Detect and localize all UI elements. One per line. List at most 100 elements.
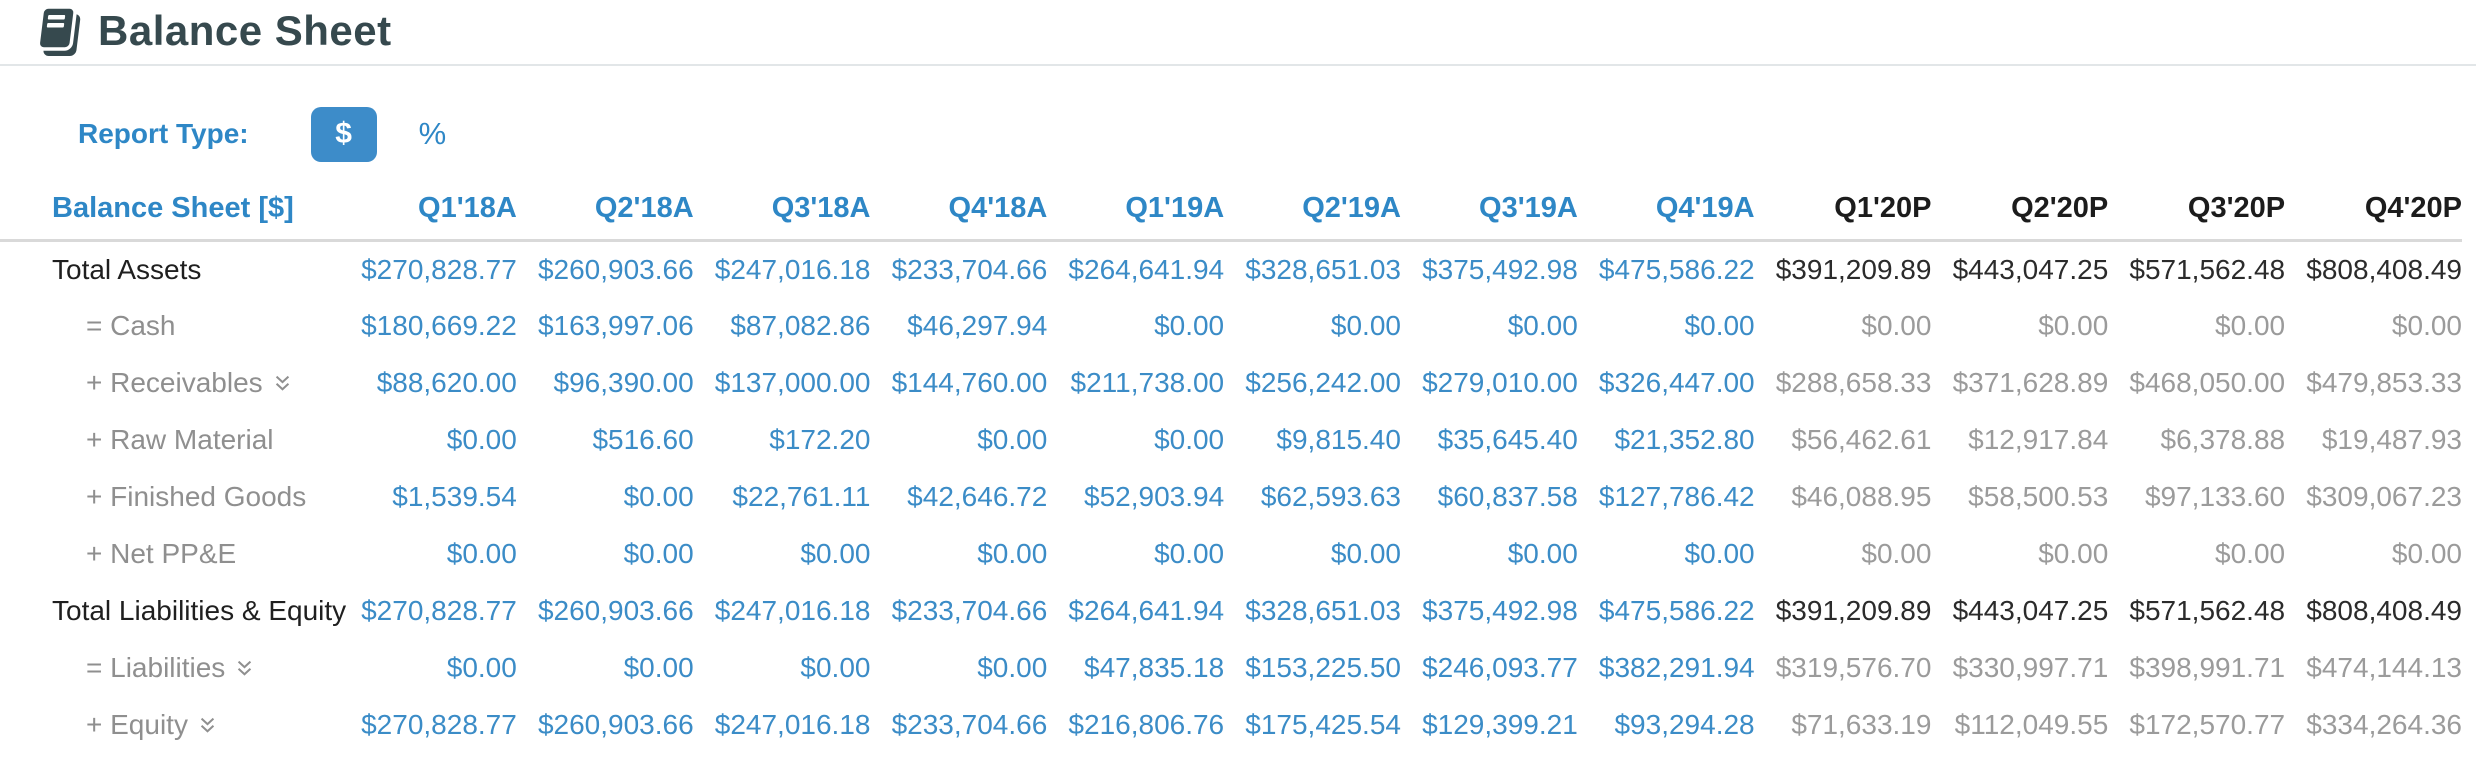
- row-label: = Cash: [86, 310, 176, 341]
- cell-value: $0.00: [1154, 538, 1225, 569]
- cell-value: $93,294.28: [1614, 709, 1755, 740]
- cell-value: $46,297.94: [907, 310, 1048, 341]
- column-header: Q1'19A: [1047, 186, 1225, 242]
- row-label[interactable]: + Equity: [0, 697, 340, 754]
- cell-value: $62,593.63: [1260, 481, 1401, 512]
- cell-value: $46,088.95: [1791, 481, 1932, 512]
- cell-value: $270,828.77: [361, 595, 517, 626]
- cell-value: $443,047.25: [1952, 595, 2109, 626]
- cell-value: $474,144.13: [2306, 652, 2462, 683]
- report-type-percent-button[interactable]: %: [418, 116, 447, 151]
- column-header: Q2'18A: [516, 186, 694, 242]
- table-row: + Finished Goods $1,539.54 $0.00 $22,761.11…: [0, 469, 2462, 526]
- cell-value: $270,828.77: [361, 253, 517, 285]
- table-row: = Liabilities $0.00 $0.00 $0.00 $0.00 $47,835…: [0, 640, 2462, 697]
- row-label: + Finished Goods: [86, 481, 307, 512]
- row-label[interactable]: = Liabilities: [0, 640, 340, 697]
- cell-value: $12,917.84: [1968, 424, 2109, 455]
- cell-value: $0.00: [1507, 310, 1578, 341]
- cell-value: $0.00: [623, 652, 694, 683]
- cell-value: $56,462.61: [1791, 424, 1932, 455]
- cell-value: $0.00: [1154, 310, 1225, 341]
- cell-value: $21,352.80: [1614, 424, 1755, 455]
- cell-value: $0.00: [1684, 310, 1755, 341]
- cell-value: $0.00: [2391, 310, 2462, 341]
- cell-value: $47,835.18: [1084, 652, 1225, 683]
- cell-value: $175,425.54: [1245, 709, 1401, 740]
- cell-value: $87,082.86: [730, 310, 871, 341]
- cell-value: $6,378.88: [2160, 424, 2286, 455]
- report-type-controls: Report Type: $ %: [78, 106, 2476, 162]
- table-row: + Equity $270,828.77 $260,903.66 $247,016.1…: [0, 697, 2462, 754]
- cell-value: $309,067.23: [2306, 481, 2462, 512]
- cell-value: $88,620.00: [376, 367, 517, 398]
- cell-value: $468,050.00: [2129, 367, 2286, 398]
- cell-value: $0.00: [1861, 538, 1932, 569]
- table-row: = Cash $180,669.22 $163,997.06 $87,082.86 $4…: [0, 298, 2462, 355]
- cell-value: $0.00: [2215, 538, 2286, 569]
- cell-value: $382,291.94: [1598, 652, 1755, 683]
- cell-value: $0.00: [2391, 538, 2462, 569]
- cell-value: $60,837.58: [1437, 481, 1578, 512]
- table-header-row: Balance Sheet [$] Q1'18A Q2'18A Q3'18A Q4'18…: [0, 186, 2462, 242]
- cell-value: $475,586.22: [1598, 253, 1755, 285]
- cell-value: $0.00: [2038, 538, 2109, 569]
- cell-value: $233,704.66: [891, 709, 1048, 740]
- cell-value: $0.00: [977, 424, 1048, 455]
- cell-value: $334,264.36: [2306, 709, 2462, 740]
- table-corner-header: Balance Sheet [$]: [0, 186, 340, 242]
- cell-value: $71,633.19: [1791, 709, 1932, 740]
- cell-value: $216,806.76: [1068, 709, 1225, 740]
- cell-value: $328,651.03: [1245, 595, 1401, 626]
- cell-value: $398,991.71: [2129, 652, 2286, 683]
- cell-value: $0.00: [623, 481, 694, 512]
- cell-value: $571,562.48: [2129, 253, 2286, 285]
- cell-value: $371,628.89: [1952, 367, 2109, 398]
- column-header: Q3'18A: [693, 186, 871, 242]
- cell-value: $19,487.93: [2321, 424, 2462, 455]
- cell-value: $0.00: [977, 652, 1048, 683]
- cell-value: $96,390.00: [553, 367, 694, 398]
- cell-value: $153,225.50: [1245, 652, 1401, 683]
- page-title: Balance Sheet: [98, 7, 392, 54]
- cell-value: $391,209.89: [1775, 253, 1932, 285]
- column-header: Q3'20P: [2108, 186, 2286, 242]
- cell-value: $127,786.42: [1598, 481, 1755, 512]
- cell-value: $375,492.98: [1422, 253, 1578, 285]
- cell-value: $172.20: [769, 424, 871, 455]
- cell-value: $0.00: [1330, 310, 1401, 341]
- report-type-dollar-button[interactable]: $: [310, 106, 377, 162]
- cell-value: $264,641.94: [1068, 253, 1225, 285]
- column-header: Q2'20P: [1931, 186, 2109, 242]
- cell-value: $443,047.25: [1952, 253, 2109, 285]
- column-header: Q3'19A: [1400, 186, 1578, 242]
- page-header: Balance Sheet: [0, 0, 2476, 66]
- cell-value: $247,016.18: [714, 595, 871, 626]
- cell-value: $479,853.33: [2306, 367, 2462, 398]
- cell-value: $0.00: [446, 652, 517, 683]
- cell-value: $172,570.77: [2129, 709, 2286, 740]
- column-header: Q4'20P: [2285, 186, 2462, 242]
- cell-value: $0.00: [1154, 424, 1225, 455]
- column-header: Q1'20P: [1754, 186, 1932, 242]
- column-header: Q1'18A: [340, 186, 517, 242]
- expand-chevron-icon: [238, 660, 252, 676]
- cell-value: $112,049.55: [1954, 709, 2109, 740]
- cell-value: $571,562.48: [2129, 595, 2286, 626]
- expand-chevron-icon: [200, 717, 215, 733]
- column-header: Q2'19A: [1224, 186, 1401, 242]
- cell-value: $247,016.18: [714, 253, 871, 285]
- cell-value: $246,093.77: [1422, 652, 1578, 683]
- cell-value: $0.00: [977, 538, 1048, 569]
- report-type-label: Report Type:: [78, 118, 249, 149]
- cell-value: $42,646.72: [907, 481, 1048, 512]
- cell-value: $475,586.22: [1598, 595, 1755, 626]
- row-label[interactable]: + Receivables: [0, 355, 340, 412]
- cell-value: $260,903.66: [537, 253, 694, 285]
- cell-value: $0.00: [446, 538, 517, 569]
- cell-value: $330,997.71: [1952, 652, 2109, 683]
- cell-value: $144,760.00: [891, 367, 1048, 398]
- row-label: + Raw Material: [86, 424, 274, 455]
- cell-value: $319,576.70: [1775, 652, 1932, 683]
- journal-icon: [32, 4, 82, 58]
